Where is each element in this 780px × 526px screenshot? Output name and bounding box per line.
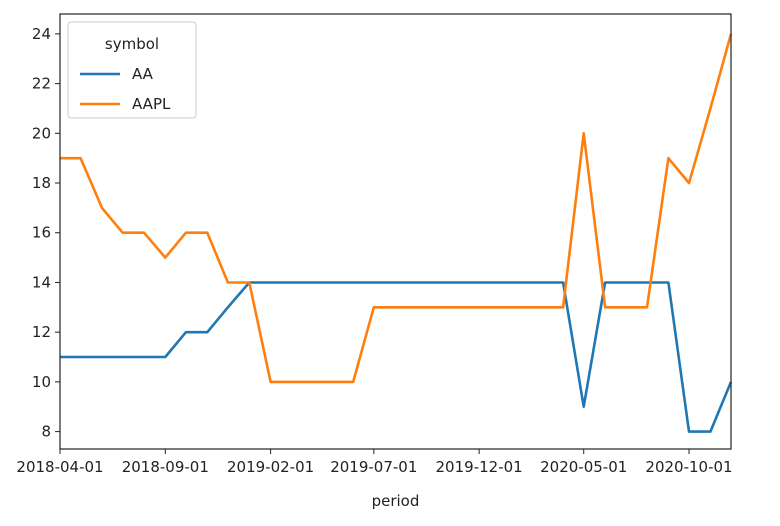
y-tick-label: 18 (32, 174, 51, 192)
legend-label: AAPL (132, 95, 171, 113)
x-axis: 2018-04-01 2018-09-01 2019-02-01 2019-07-01… (16, 449, 733, 476)
series-line-aa (60, 281, 733, 433)
x-tick-label: 2020-05-01 (540, 458, 627, 476)
y-tick-label: 22 (32, 75, 51, 93)
x-tick-label: 2019-07-01 (330, 458, 417, 476)
x-axis-label: period (372, 492, 420, 510)
plot-frame (59, 13, 732, 450)
y-tick-label: 10 (32, 373, 51, 391)
y-tick-label: 20 (32, 124, 51, 142)
x-tick-label: 2018-09-01 (122, 458, 209, 476)
y-tick-label: 8 (41, 423, 51, 441)
legend-title: symbol (105, 35, 159, 53)
x-tick-label: 2020-10-01 (645, 458, 732, 476)
y-tick-label: 12 (32, 323, 51, 341)
plot-marks (60, 33, 733, 433)
legend: symbol AA AAPL (67, 21, 197, 119)
y-axis: 8 10 12 14 16 18 20 22 24 (32, 25, 60, 441)
y-tick-label: 24 (32, 25, 51, 43)
x-tick-label: 2019-12-01 (436, 458, 523, 476)
legend-box (67, 21, 197, 119)
x-tick-label: 2019-02-01 (227, 458, 314, 476)
y-tick-label: 16 (32, 224, 51, 242)
x-tick-label: 2018-04-01 (16, 458, 103, 476)
y-tick-label: 14 (32, 273, 51, 291)
series-line-aapl (60, 33, 733, 384)
legend-label: AA (132, 65, 154, 83)
